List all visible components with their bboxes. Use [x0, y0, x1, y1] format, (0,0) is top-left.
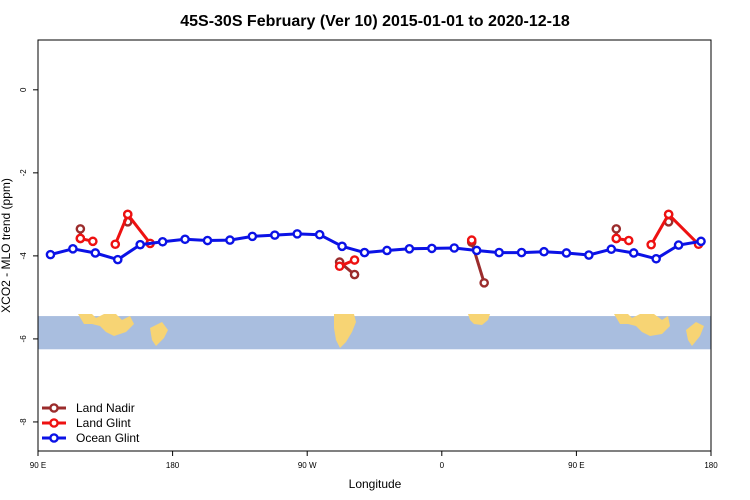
series-line [113, 212, 152, 245]
chart-title: 45S-30S February (Ver 10) 2015-01-01 to … [180, 13, 570, 30]
data-point [427, 243, 437, 254]
x-axis-title: Longitude [349, 477, 402, 491]
data-point [539, 246, 549, 257]
legend-item: Land Glint [42, 416, 131, 430]
x-tick-label: 180 [166, 461, 180, 470]
legend-label: Land Glint [76, 416, 131, 430]
data-point [673, 240, 684, 250]
data-point [479, 278, 489, 288]
data-point [663, 209, 674, 220]
data-point [584, 250, 594, 260]
x-tick-label: 180 [704, 461, 718, 470]
data-point [516, 247, 527, 258]
series-layer [45, 209, 706, 288]
data-point [337, 241, 347, 252]
y-tick-label: -8 [19, 418, 28, 426]
data-point [611, 224, 622, 234]
data-point [88, 236, 98, 247]
data-point [122, 209, 133, 220]
x-tick-label: 0 [440, 461, 445, 470]
axes-layer: 90 E 180 90 W 0 90 E 180 0 -2 -4 -6 -8 [19, 39, 718, 470]
plot-frame [37, 39, 712, 452]
y-axis-title: XCO2 - MLO trend (ppm) [0, 178, 13, 313]
data-point [696, 236, 706, 247]
data-point [225, 235, 235, 245]
series-land-nadir [75, 209, 674, 288]
land-shape [614, 314, 670, 336]
series-line [649, 212, 700, 246]
x-tick-label: 90 E [568, 461, 584, 470]
legend-label: Ocean Glint [76, 431, 140, 445]
map-band [38, 314, 711, 350]
land-shape [150, 322, 168, 346]
x-tick-label: 90 W [298, 461, 317, 470]
legend-marker [49, 418, 59, 428]
data-point [449, 243, 460, 253]
series-land-glint [75, 209, 704, 272]
data-point [561, 248, 572, 258]
land-shape [686, 322, 704, 346]
data-point [382, 245, 392, 256]
data-point [135, 239, 145, 250]
ocean-band [38, 316, 711, 350]
legend-marker [49, 433, 59, 443]
data-point [611, 233, 622, 244]
data-point [269, 230, 280, 240]
data-point [606, 244, 617, 255]
legend-label: Land Nadir [76, 401, 135, 415]
data-point [157, 236, 168, 247]
y-tick-label: 0 [19, 87, 28, 92]
data-point [646, 239, 656, 250]
data-point [651, 253, 661, 264]
land-shape [334, 314, 356, 348]
data-point [334, 261, 345, 272]
data-point [623, 235, 634, 246]
data-point [112, 254, 123, 265]
data-point [75, 233, 86, 244]
series-ocean-glint [45, 229, 706, 265]
land-shape [78, 314, 134, 336]
data-point [180, 234, 190, 245]
y-tick-label: -6 [19, 335, 28, 343]
data-point [494, 247, 504, 258]
data-point [247, 231, 258, 242]
data-point [359, 247, 370, 258]
data-point [471, 245, 482, 256]
data-point [628, 248, 639, 258]
data-point [68, 244, 78, 254]
data-point [110, 239, 121, 250]
data-point [202, 235, 213, 246]
data-point [90, 248, 101, 258]
y-tick-label: -2 [19, 169, 28, 177]
data-point [292, 229, 303, 239]
data-point [349, 269, 360, 280]
land-shape [468, 314, 490, 325]
data-point [404, 244, 415, 254]
data-point [314, 229, 325, 240]
data-point [466, 235, 477, 245]
legend-marker [49, 403, 59, 413]
x-tick-label: 90 E [30, 461, 46, 470]
legend-item: Ocean Glint [42, 431, 140, 445]
legend-item: Land Nadir [42, 401, 135, 415]
y-tick-label: -4 [19, 252, 28, 260]
data-point [45, 249, 56, 260]
data-point [349, 255, 360, 265]
data-point [75, 224, 86, 234]
